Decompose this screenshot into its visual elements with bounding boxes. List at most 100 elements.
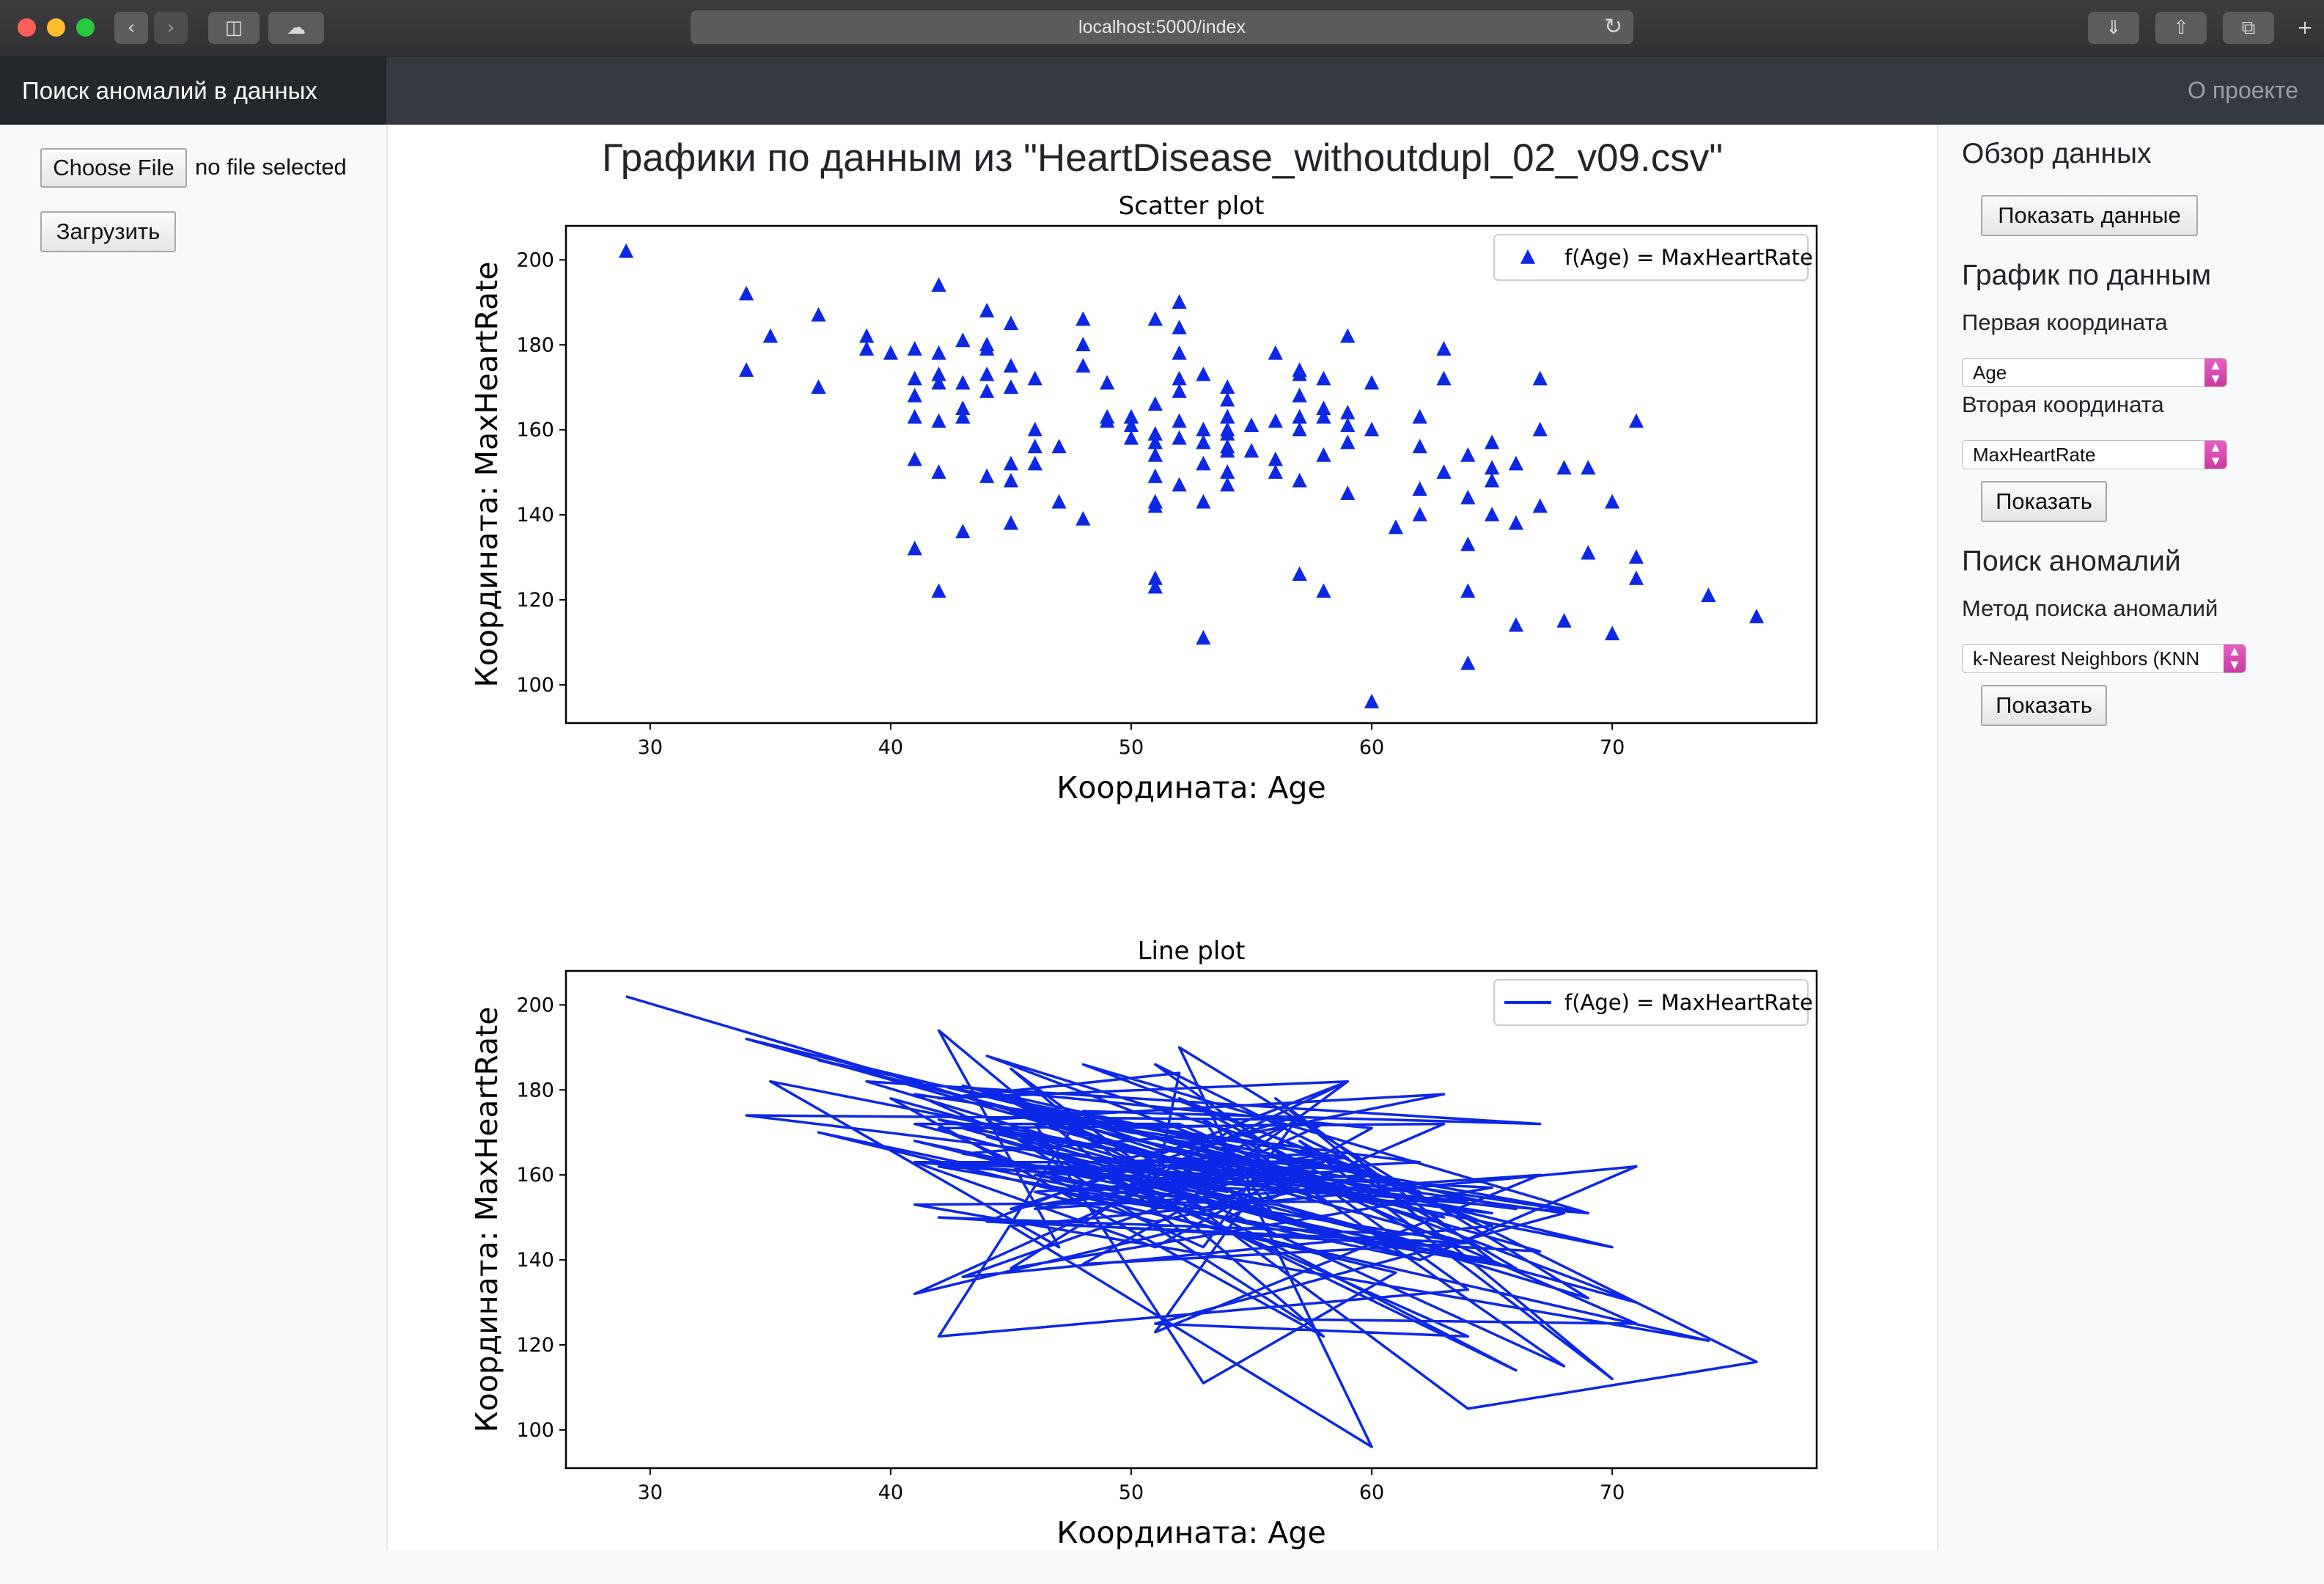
data-point <box>1147 498 1163 513</box>
data-point <box>1147 447 1163 462</box>
data-point <box>1220 379 1235 395</box>
file-status-text: no file selected <box>195 154 347 180</box>
x-tick-label: 40 <box>878 1481 903 1504</box>
back-arrow-icon[interactable]: ‹ <box>114 12 148 44</box>
data-point <box>1100 375 1115 390</box>
data-point <box>1292 366 1307 381</box>
data-point <box>1196 455 1211 471</box>
y-tick-label: 160 <box>516 1164 554 1187</box>
data-point <box>1581 460 1596 475</box>
data-point <box>1316 370 1331 386</box>
data-point <box>858 328 875 343</box>
about-link[interactable]: О проекте <box>2188 77 2298 103</box>
data-point <box>811 379 826 395</box>
data-point <box>1003 379 1019 395</box>
data-point <box>907 540 922 556</box>
first-coordinate-value: Age <box>1973 362 2007 384</box>
data-point <box>1123 417 1139 433</box>
main-content: Графики по данным из "HeartDisease_witho… <box>388 125 1937 1550</box>
data-point <box>1172 345 1187 360</box>
data-point <box>1701 587 1716 602</box>
second-coordinate-select[interactable]: MaxHeartRate ▲ ▼ <box>1962 440 2227 469</box>
data-point <box>931 345 946 360</box>
y-tick-label: 120 <box>516 589 554 612</box>
zoom-window-button[interactable] <box>76 18 95 37</box>
data-point <box>979 366 995 381</box>
data-point <box>1147 570 1163 585</box>
minimize-window-button[interactable] <box>47 18 65 37</box>
tabs-overview-icon[interactable]: ⧉ <box>2223 12 2274 44</box>
reload-icon[interactable]: ↻ <box>1604 14 1623 40</box>
anomaly-method-label: Метод поиска аномалий <box>1962 595 2218 621</box>
data-point <box>1340 328 1356 343</box>
y-tick-label: 100 <box>516 1419 554 1442</box>
brand-title[interactable]: Поиск аномалий в данных <box>0 56 386 125</box>
data-point <box>738 285 754 301</box>
data-point <box>1484 460 1500 475</box>
data-point <box>1220 392 1235 407</box>
data-point <box>1292 408 1307 424</box>
cloud-icon[interactable]: ☁ <box>268 12 324 44</box>
data-point <box>1003 455 1019 471</box>
anomaly-show-button[interactable]: Показать <box>1981 685 2107 726</box>
x-tick-label: 50 <box>1119 1481 1144 1504</box>
data-point <box>1196 434 1211 450</box>
y-axis-label: Координата: MaxHeartRate <box>469 1007 504 1433</box>
forward-arrow-icon[interactable]: › <box>154 12 188 44</box>
data-point <box>1292 422 1307 436</box>
data-point <box>1316 408 1331 424</box>
data-point <box>1172 413 1187 428</box>
data-point <box>1147 579 1163 594</box>
data-point <box>1316 400 1331 415</box>
data-point <box>1268 345 1283 360</box>
data-point <box>1172 477 1187 492</box>
data-point <box>1340 485 1356 500</box>
data-point <box>1532 422 1548 436</box>
data-point <box>1340 434 1356 450</box>
data-point <box>1196 422 1211 436</box>
x-tick-label: 70 <box>1600 1481 1625 1504</box>
series-line <box>625 995 1758 1448</box>
share-icon[interactable]: ⇧ <box>2155 12 2207 44</box>
upload-button[interactable]: Загрузить <box>40 211 176 252</box>
plot-show-button[interactable]: Показать <box>1981 481 2107 522</box>
sidebar-toggle-icon[interactable]: ◫ <box>208 12 260 44</box>
show-data-button[interactable]: Показать данные <box>1981 195 2198 236</box>
y-tick-label: 180 <box>516 334 554 356</box>
data-point <box>811 307 826 322</box>
address-bar[interactable]: localhost:5000/index <box>691 10 1633 44</box>
data-point <box>955 375 971 390</box>
first-coordinate-select[interactable]: Age ▲ ▼ <box>1962 358 2227 387</box>
upload-panel: Choose File no file selected Загрузить <box>0 125 388 1550</box>
data-point <box>931 277 946 292</box>
anomaly-heading: Поиск аномалий <box>1962 546 2181 577</box>
data-point <box>1123 408 1139 424</box>
data-point <box>955 332 971 348</box>
data-point <box>907 408 922 424</box>
data-point <box>1364 422 1380 436</box>
x-tick-label: 40 <box>878 736 903 759</box>
data-point <box>1268 464 1283 479</box>
anomaly-method-select[interactable]: k-Nearest Neighbors (KNN ▲ ▼ <box>1962 644 2246 673</box>
data-point <box>1436 464 1452 479</box>
close-window-button[interactable] <box>18 18 36 37</box>
data-point <box>1508 455 1524 471</box>
data-point <box>1508 617 1524 632</box>
new-tab-icon[interactable]: + <box>2297 17 2313 39</box>
data-point <box>979 384 995 398</box>
y-axis-label: Координата: MaxHeartRate <box>469 262 504 688</box>
data-point <box>1172 320 1187 334</box>
data-point <box>1532 498 1548 513</box>
chart-title: Scatter plot <box>1119 191 1265 221</box>
x-axis-label: Координата: Age <box>1056 1515 1325 1550</box>
download-icon[interactable]: ⇓ <box>2088 12 2139 44</box>
data-point <box>1220 464 1235 479</box>
select-arrows-icon: ▲ ▼ <box>2224 645 2246 672</box>
data-point <box>1243 443 1260 458</box>
data-point <box>1243 417 1260 433</box>
overview-heading: Обзор данных <box>1962 138 2152 169</box>
choose-file-button[interactable]: Choose File <box>40 148 187 188</box>
data-point <box>1003 315 1019 331</box>
data-point <box>883 345 899 360</box>
legend-box <box>1493 234 1809 281</box>
